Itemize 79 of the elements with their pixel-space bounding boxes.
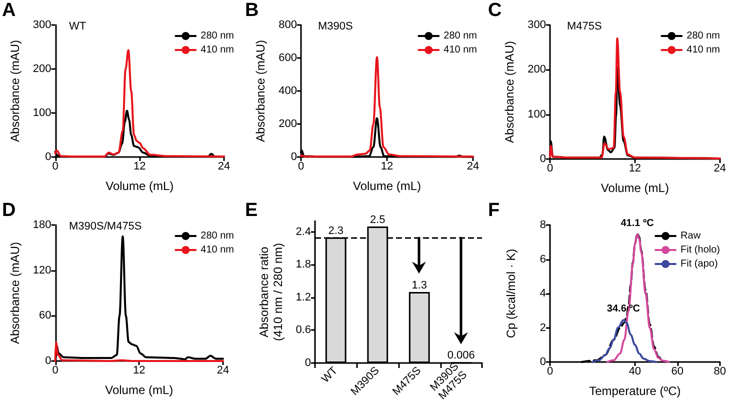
y-axis-title: Cp (kcal/mol · K) <box>504 248 518 338</box>
chart-title: M390S/M475S <box>69 220 142 232</box>
legend-label: 280 nm <box>200 30 234 42</box>
y-tick-label: 180 <box>32 219 52 231</box>
y-tick-label: 0 <box>540 153 546 165</box>
y-tick-label: 300 <box>32 19 52 31</box>
text: F <box>488 200 500 222</box>
y-tick-label: 4 <box>540 288 546 300</box>
y-tick-label: 0 <box>45 151 52 163</box>
x-axis-title: Volume (mL) <box>106 179 174 193</box>
x-tick-label: 40 <box>628 366 642 378</box>
x-tick-label: 80 <box>714 366 726 378</box>
legend-label: Fit (holo) <box>680 244 720 256</box>
x-axis-title: Volume (mL) <box>600 181 669 195</box>
legend-label: 280 nm <box>444 30 478 42</box>
x-axis-title: Volume (mL) <box>105 383 174 397</box>
legend-label: 410 nm <box>686 44 720 56</box>
data-label: 0.006 <box>447 350 475 362</box>
line-series <box>591 319 658 363</box>
text: A <box>2 0 16 22</box>
legend-label: 410 nm <box>200 44 234 56</box>
data-label: 2.5 <box>370 214 386 226</box>
x-tick-label: 24 <box>466 160 480 172</box>
legend-label: Raw <box>680 230 702 242</box>
legend-label: 280 nm <box>686 30 720 42</box>
text: B <box>245 0 259 22</box>
y-tick-label: 0 <box>304 357 311 369</box>
y-tick-label: 800 <box>278 19 297 31</box>
y-tick-label: 300 <box>528 19 546 31</box>
y-axis-title: Absorbance (mAU) <box>254 40 268 142</box>
legend-label: 280 nm <box>200 230 234 242</box>
y-axis-title: Absorbance (mAU) <box>502 40 517 144</box>
y-tick-label: 0 <box>45 355 52 367</box>
legend-label: Fit (apo) <box>680 258 718 270</box>
y-axis-title: Absorbance ratio (410 nm / 280 nm) <box>256 242 285 342</box>
y-tick-label: 120 <box>32 264 52 276</box>
annotation: 41.1 ºC <box>620 218 654 229</box>
legend-label: 410 nm <box>200 244 234 256</box>
legend-label: 410 nm <box>444 44 478 56</box>
text: C <box>488 0 502 22</box>
y-tick-label: 2 <box>540 322 546 334</box>
y-tick-label: 400 <box>278 85 297 97</box>
x-tick-label: 12 <box>133 364 146 376</box>
x-tick-label: 24 <box>714 162 726 174</box>
data-label: 2.3 <box>328 224 344 237</box>
y-tick-label: 0 <box>540 356 546 368</box>
x-tick-label: 12 <box>380 160 394 172</box>
x-tick-label: WT <box>320 364 340 386</box>
y-tick-label: 8 <box>540 219 546 231</box>
x-tick-label: 24 <box>216 364 230 376</box>
y-tick-label: 600 <box>278 52 297 64</box>
text: E <box>245 200 258 222</box>
chart-title: M475S <box>567 20 602 32</box>
chart-title: WT <box>69 20 86 32</box>
x-axis-title: Volume (mL) <box>352 179 422 193</box>
y-tick-label: 60 <box>39 310 52 322</box>
y-tick-label: 2.4 <box>296 226 311 238</box>
y-axis-title: Absorbance (mAU) <box>8 242 22 344</box>
y-tick-label: 0 <box>290 151 297 163</box>
annotation: 34.6 ºC <box>606 304 640 315</box>
x-tick-label: 24 <box>218 160 230 172</box>
y-tick-label: 100 <box>32 107 52 119</box>
y-tick-label: 6 <box>540 253 546 266</box>
line-series <box>606 233 670 363</box>
chart-title: M390S <box>318 20 353 32</box>
y-tick-label: 0.6 <box>296 324 311 336</box>
y-tick-label: 1.8 <box>296 258 311 271</box>
x-axis-title: Temperature (ºC) <box>589 384 681 398</box>
y-axis-title: Absorbance (mAU) <box>8 40 22 142</box>
text: D <box>2 200 16 222</box>
y-tick-label: 100 <box>528 108 546 120</box>
y-tick-label: 1.2 <box>296 291 311 304</box>
data-label: 1.3 <box>412 280 428 292</box>
x-tick-label: 12 <box>628 162 642 174</box>
x-tick-label: 12 <box>134 160 146 172</box>
y-tick-label: 200 <box>528 64 546 76</box>
y-tick-label: 200 <box>278 118 297 130</box>
x-tick-label: 60 <box>671 366 684 378</box>
y-tick-label: 200 <box>32 63 52 75</box>
